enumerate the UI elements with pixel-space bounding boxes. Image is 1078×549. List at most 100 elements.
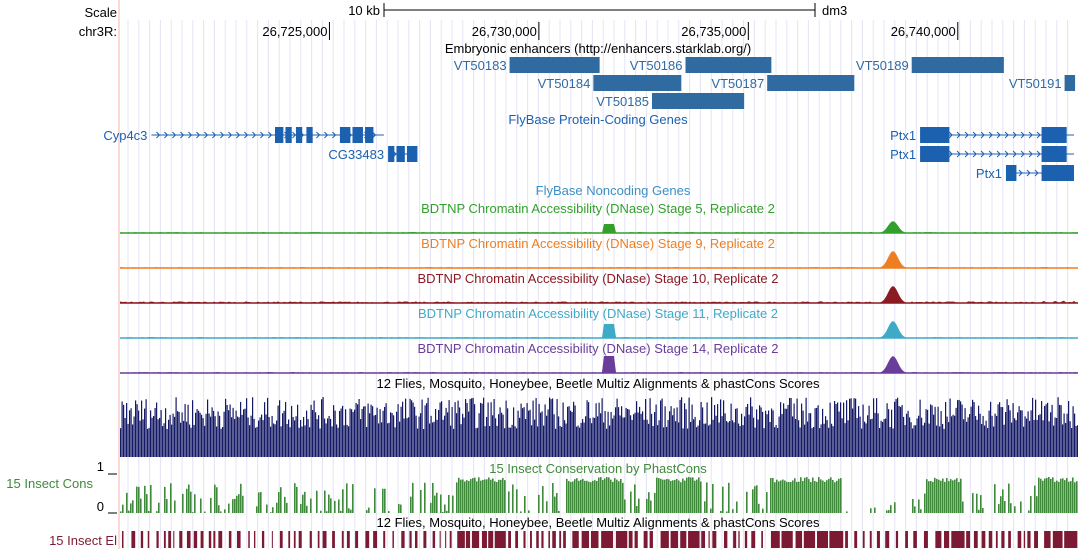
gene-exon[interactable] [295,127,303,143]
element-block [1052,531,1063,548]
multiz-bar [406,418,408,457]
cons-bar [346,483,348,513]
element-block [816,531,829,548]
gene-exon[interactable] [1041,146,1067,162]
enhancer-label[interactable]: VT50191 [1009,76,1062,91]
dnase-signal[interactable] [120,221,1078,233]
multiz-bar [210,416,212,457]
gene-exon[interactable] [396,146,405,162]
enhancers-track[interactable]: VT50183 VT50186 VT50189 VT50184 VT50187 VT501… [454,57,1076,109]
cons-bar [504,480,506,513]
gene-exon[interactable] [388,146,395,162]
multiz-bar [541,411,543,457]
enhancer-feature[interactable] [911,57,1004,73]
multiz-bar [1009,410,1011,457]
gene-label[interactable]: Ptx1 [976,166,1002,181]
gene-exon[interactable] [920,146,950,162]
gene-exon[interactable] [365,127,374,143]
cons-ymin-label: 0 [97,499,104,514]
multiz-bar [457,400,459,457]
multiz-bar [274,424,276,457]
multiz-bar [508,427,510,457]
multiz-bar [805,397,807,457]
gene-exon[interactable] [352,127,363,143]
cons-bar [492,478,494,513]
elements-track[interactable] [122,531,1078,548]
cons-bar [238,494,240,513]
cons-bar [712,483,714,513]
multiz-bar [828,427,830,457]
cons-bar [484,479,486,513]
gene-exon[interactable] [274,127,284,143]
multiz-bar [222,427,224,457]
multiz-track[interactable] [120,397,1078,457]
cons-track[interactable] [120,477,1078,513]
dnase-signal[interactable] [120,251,1078,268]
dnase-tracks[interactable]: BDTNP Chromatin Accessibility (DNase) St… [120,201,1078,374]
gene-label[interactable]: Cyp4c3 [103,128,147,143]
gene-exon[interactable] [1041,165,1074,181]
cons-bar [424,482,426,513]
element-block [200,531,204,548]
multiz-bar [196,409,198,457]
cons-bar [762,508,764,513]
multiz-bar [789,397,791,457]
enhancer-label[interactable]: VT50189 [856,58,909,73]
enhancer-label[interactable]: VT50183 [454,58,507,73]
multiz-bar [837,402,839,457]
dnase-signal[interactable] [120,356,1078,373]
elements-side-label[interactable]: 15 Insect El [49,533,117,548]
strand-arrow [1004,150,1009,158]
cons-side-label[interactable]: 15 Insect Cons [6,476,93,491]
cons-bar [812,477,814,513]
enhancer-feature[interactable] [1064,75,1076,91]
enhancer-label[interactable]: VT50185 [596,94,649,109]
dnase-signal[interactable] [120,321,1078,338]
cons-bar [704,501,706,513]
gene-exon[interactable] [285,127,292,143]
multiz-bar [495,418,497,457]
element-block [1017,531,1022,548]
enhancer-feature[interactable] [685,57,772,73]
gene-exon[interactable] [1005,165,1017,181]
cons-bar [778,481,780,513]
gene-label[interactable]: Ptx1 [890,128,916,143]
enhancer-label[interactable]: VT50187 [711,76,764,91]
multiz-bar [645,399,647,457]
element-block [332,531,335,548]
gene-label[interactable]: Ptx1 [890,147,916,162]
gene-exon[interactable] [306,127,313,143]
coding-genes-track[interactable]: Cyp4c3 CG33483 Ptx1 Ptx1 Ptx1 [103,127,1074,181]
multiz-bar [945,401,947,457]
multiz-bar [676,407,678,457]
multiz-bar [820,424,822,457]
multiz-bar [453,428,455,457]
gene-exon[interactable] [339,127,351,143]
enhancer-label[interactable]: VT50186 [630,58,683,73]
multiz-bar [826,420,828,457]
multiz-bar [1062,424,1064,457]
gene-label[interactable]: CG33483 [328,147,384,162]
cons-bar [1052,477,1054,513]
multiz-bar [843,402,845,457]
enhancer-feature[interactable] [509,57,600,73]
gene-exon[interactable] [1041,127,1067,143]
multiz-bar [964,408,966,457]
enhancer-label[interactable]: VT50184 [538,76,591,91]
multiz-bar [150,410,152,457]
dnase-signal[interactable] [120,286,1078,303]
gene-exon[interactable] [920,127,950,143]
multiz-bar [187,404,189,457]
enhancer-feature[interactable] [767,75,855,91]
cons-bar [566,478,568,513]
multiz-bar [471,398,473,457]
multiz-bar [1044,405,1046,457]
cons-bar [462,479,464,513]
enhancer-feature[interactable] [593,75,682,91]
multiz-bar [874,412,876,457]
gene-exon[interactable] [406,146,418,162]
multiz-bar [664,406,666,457]
strand-arrow [180,131,185,139]
enhancer-feature[interactable] [651,93,745,109]
